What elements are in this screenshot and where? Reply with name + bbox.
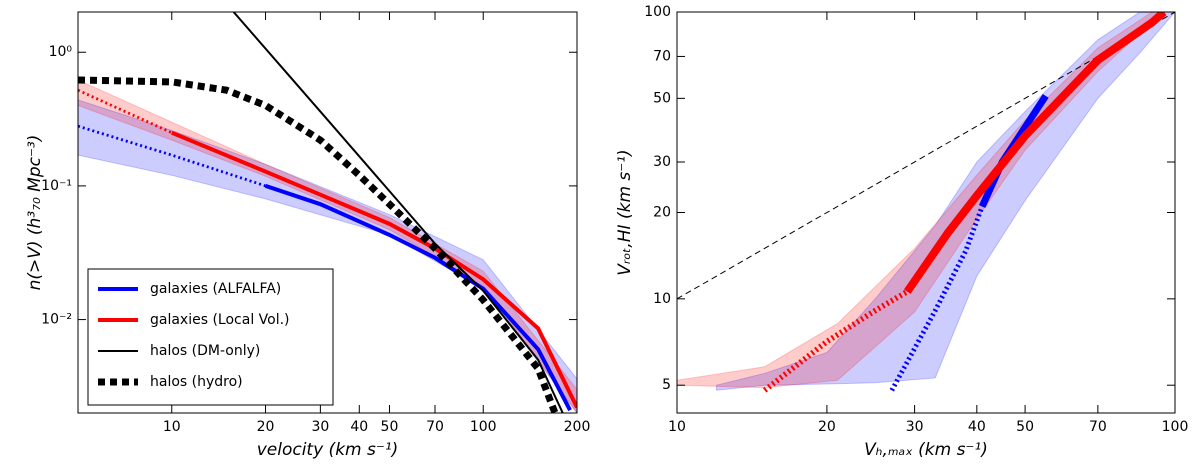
x-tick-label: 40 (350, 419, 368, 435)
x-tick-label: 50 (1016, 419, 1034, 435)
x-tick-label: 40 (968, 419, 986, 435)
plot-background (677, 12, 1175, 413)
y-tick-label: 5 (662, 377, 671, 393)
x-axis-label: velocity (km s⁻¹) (257, 440, 399, 460)
series-line (170, 130, 577, 409)
series-line (78, 88, 173, 134)
confidence-band (78, 99, 577, 413)
series-line (903, 12, 1167, 294)
x-axis-label: Vₕ,ₘₐₓ (km s⁻¹) (864, 440, 988, 460)
series-line (762, 289, 909, 393)
y-tick-label: 10⁰ (49, 44, 73, 60)
x-tick-label: 70 (426, 419, 444, 435)
series-line (264, 184, 572, 412)
x-tick-label: 20 (257, 419, 275, 435)
x-tick-label: 30 (311, 419, 329, 435)
y-tick-label: 10⁻¹ (41, 178, 72, 194)
x-tick-label: 200 (564, 419, 591, 435)
x-tick-label: 100 (1162, 419, 1189, 435)
x-tick-label: 30 (906, 419, 924, 435)
y-tick-label: 10 (653, 291, 671, 307)
x-tick-label: 10 (163, 419, 181, 435)
x-tick-label: 70 (1089, 419, 1107, 435)
confidence-band (715, 12, 1175, 391)
x-tick-label: 100 (470, 419, 497, 435)
plot-area (78, 12, 577, 413)
legend-label: galaxies (Local Vol.) (150, 312, 290, 328)
legend-label: halos (DM-only) (150, 343, 260, 359)
confidence-band (78, 79, 577, 413)
series-line (677, 12, 1175, 300)
legend-label: halos (hydro) (150, 374, 243, 390)
y-tick-label: 100 (644, 4, 671, 20)
y-axis-label: n(>V) (h³₇₀ Mpc⁻³) (25, 135, 45, 291)
y-tick-label: 20 (653, 205, 671, 221)
y-tick-label: 10⁻² (41, 312, 72, 328)
series-line (889, 205, 985, 392)
x-tick-label: 50 (381, 419, 399, 435)
x-tick-label: 10 (668, 419, 686, 435)
y-tick-label: 50 (653, 90, 671, 106)
y-axis-label: Vᵣₒₜ,HI (km s⁻¹) (615, 149, 635, 275)
x-tick-label: 20 (818, 419, 836, 435)
y-tick-label: 70 (653, 48, 671, 64)
plot-area (677, 12, 1175, 393)
series-line (232, 12, 564, 413)
axes-frame (77, 11, 578, 414)
y-tick-label: 30 (653, 154, 671, 170)
legend-label: galaxies (ALFALFA) (150, 281, 281, 297)
